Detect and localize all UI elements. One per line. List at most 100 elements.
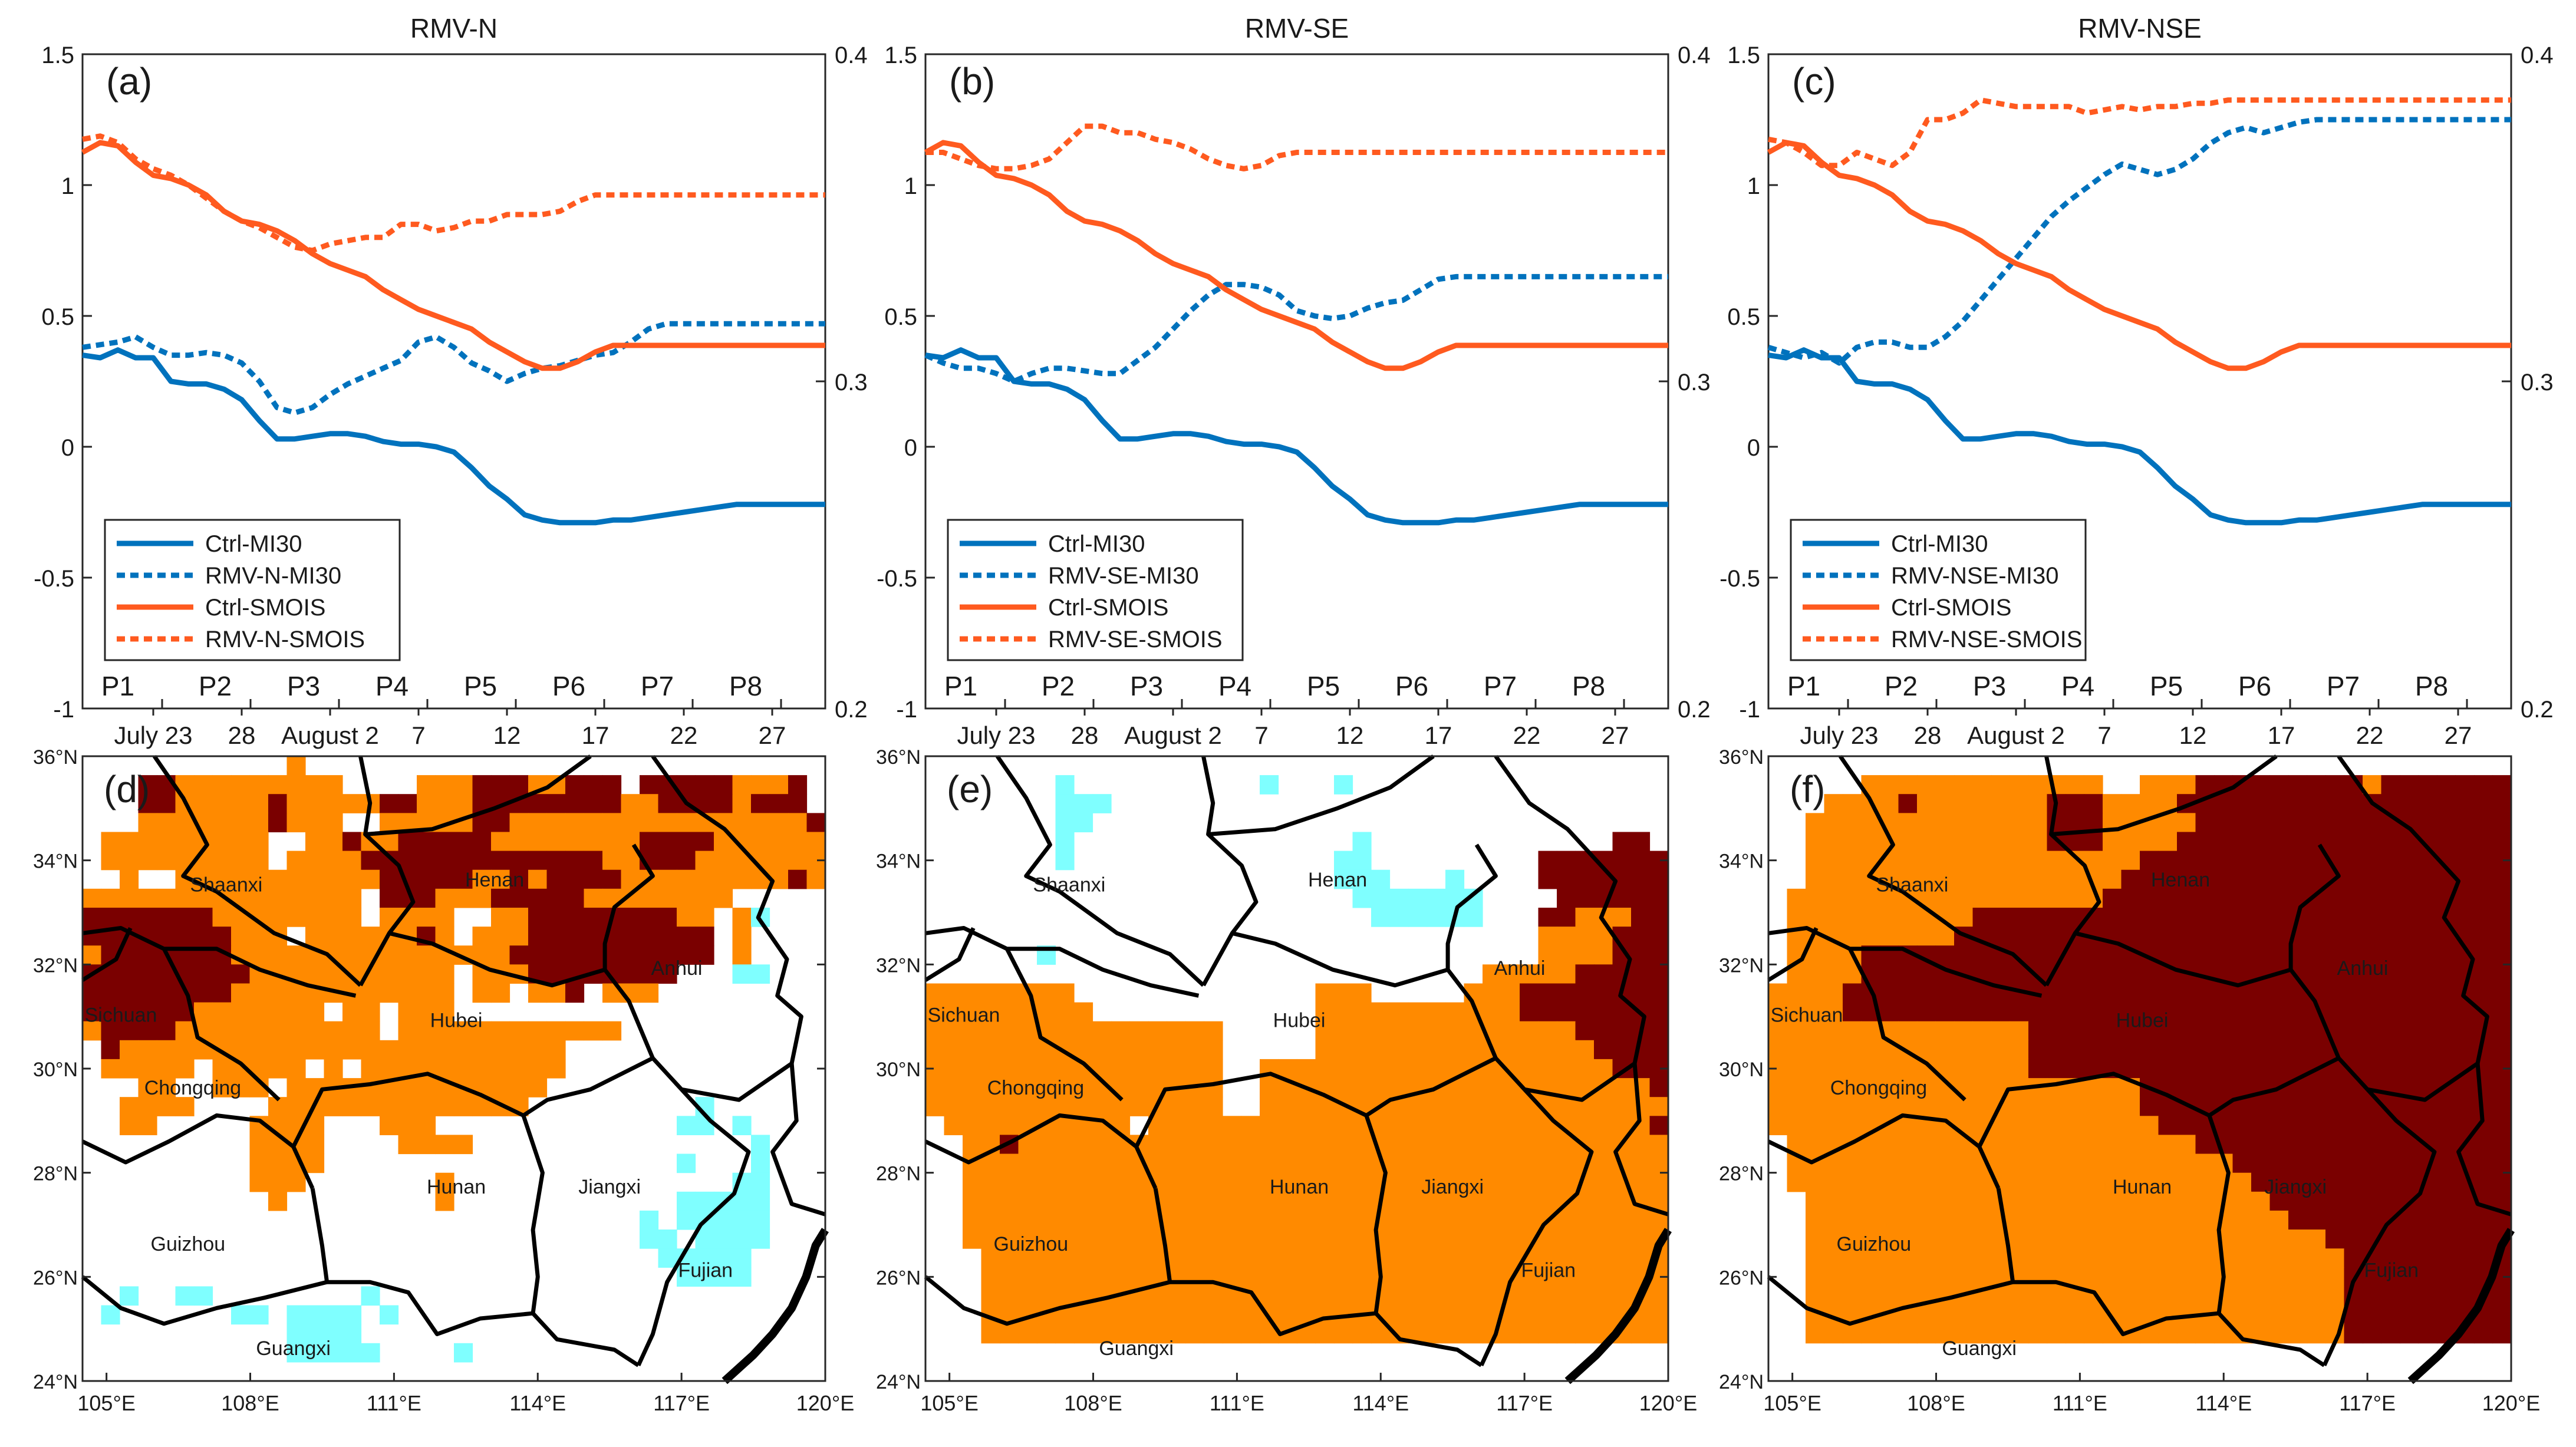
grid-cell: [472, 869, 492, 889]
grid-cell: [2195, 1230, 2215, 1249]
grid-cell: [2418, 1210, 2437, 1230]
right-tick-label: 0.2: [835, 697, 868, 723]
grid-cell: [751, 1153, 770, 1174]
grid-cell: [324, 832, 343, 852]
province-border: [2074, 931, 2369, 1091]
grid-cell: [1972, 775, 1992, 795]
grid-cell: [528, 983, 548, 1003]
grid-cell: [1260, 1248, 1279, 1268]
grid-cell: [925, 1002, 945, 1022]
grid-cell: [732, 869, 752, 889]
province-label: Henan: [2151, 869, 2210, 891]
grid-cell: [640, 945, 659, 965]
grid-cell: [2400, 1210, 2419, 1230]
grid-cell: [1880, 1324, 1899, 1344]
grid-cell: [2047, 1172, 2066, 1192]
province-label: Hubei: [1273, 1009, 1326, 1031]
grid-cell: [2028, 869, 2048, 889]
grid-cell: [2363, 1210, 2382, 1230]
grid-cell: [2214, 983, 2234, 1003]
grid-cell: [1501, 964, 1520, 984]
grid-cell: [1843, 1040, 1862, 1060]
grid-cell: [2103, 794, 2122, 813]
grid-cell: [2195, 851, 2215, 871]
grid-cell: [1315, 1116, 1335, 1135]
grid-cell: [1352, 1002, 1372, 1022]
grid-cell: [2028, 1210, 2048, 1230]
grid-cell: [1935, 983, 1955, 1003]
grid-cell: [1483, 1078, 1502, 1097]
grid-cell: [1806, 1191, 1825, 1211]
grid-cell: [1898, 1002, 1918, 1022]
grid-cell: [1917, 1040, 1936, 1060]
left-tick-label: -1: [53, 697, 74, 723]
grid-cell: [1898, 869, 1918, 889]
grid-cell: [324, 927, 343, 946]
grid-cell: [286, 888, 306, 908]
grid-cell: [981, 1191, 1000, 1211]
grid-cell: [981, 1172, 1000, 1192]
grid-cell: [509, 775, 529, 795]
line-chart-c: RMV-NSE(c)-1-0.500.511.50.20.30.4P1 P2 P3 P…: [1719, 13, 2554, 749]
grid-cell: [1408, 1248, 1428, 1268]
left-tick-label: 0: [61, 435, 74, 461]
grid-cell: [2418, 1059, 2437, 1079]
grid-cell: [2010, 1116, 2029, 1135]
grid-cell: [1334, 1248, 1353, 1268]
grid-cell: [2455, 908, 2475, 927]
grid-cell: [1806, 983, 1825, 1003]
grid-cell: [1806, 1116, 1825, 1135]
province-label: Chongqing: [144, 1077, 241, 1099]
grid-cell: [1861, 1059, 1880, 1079]
grid-cell: [1806, 1135, 1825, 1155]
grid-cell: [1824, 1021, 1843, 1041]
grid-cell: [1167, 1059, 1186, 1079]
grid-cell: [1129, 1021, 1149, 1041]
grid-cell: [472, 1021, 492, 1041]
grid-cell: [2418, 908, 2437, 927]
grid-cell: [1612, 888, 1632, 908]
grid-cell: [2325, 1097, 2345, 1116]
grid-cell: [1538, 1153, 1557, 1174]
grid-cell: [1806, 1286, 1825, 1306]
grid-cell: [602, 813, 622, 833]
grid-cell: [2418, 1324, 2437, 1344]
grid-cell: [268, 1021, 288, 1041]
grid-cell: [2103, 1135, 2122, 1155]
grid-cell: [1935, 1324, 1955, 1344]
grid-cell: [157, 1040, 176, 1060]
grid-cell: [1806, 1230, 1825, 1249]
grid-cell: [2158, 1191, 2178, 1211]
grid-cell: [249, 1002, 269, 1022]
grid-cell: [435, 851, 454, 871]
grid-cell: [1389, 1059, 1409, 1079]
grid-cell: [212, 851, 232, 871]
grid-cell: [2177, 1116, 2196, 1135]
grid-cell: [1991, 964, 2011, 984]
grid-cell: [2325, 1267, 2345, 1287]
grid-cell: [1111, 1324, 1131, 1344]
grid-cell: [2492, 1116, 2512, 1135]
grid-cell: [2084, 1191, 2103, 1211]
grid-cell: [268, 1153, 288, 1174]
grid-cell: [1278, 1210, 1297, 1230]
grid-cell: [157, 1021, 176, 1041]
grid-cell: [2010, 1230, 2029, 1249]
grid-cell: [1520, 1172, 1539, 1192]
grid-cell: [1371, 1116, 1391, 1135]
grid-cell: [565, 983, 585, 1003]
grid-cell: [2140, 1116, 2159, 1135]
grid-cell: [981, 1210, 1000, 1230]
grid-cell: [1861, 1248, 1880, 1268]
grid-cell: [83, 983, 102, 1003]
lon-tick-label: 117°E: [1496, 1391, 1553, 1415]
grid-cell: [417, 964, 436, 984]
grid-cell: [546, 888, 566, 908]
grid-cell: [1371, 1230, 1391, 1249]
grid-cell: [2325, 1078, 2345, 1097]
grid-cell: [212, 813, 232, 833]
grid-cell: [751, 1172, 770, 1192]
period-label: P8: [1572, 671, 1605, 701]
grid-cell: [2288, 1305, 2308, 1325]
grid-cell: [1037, 1267, 1056, 1287]
